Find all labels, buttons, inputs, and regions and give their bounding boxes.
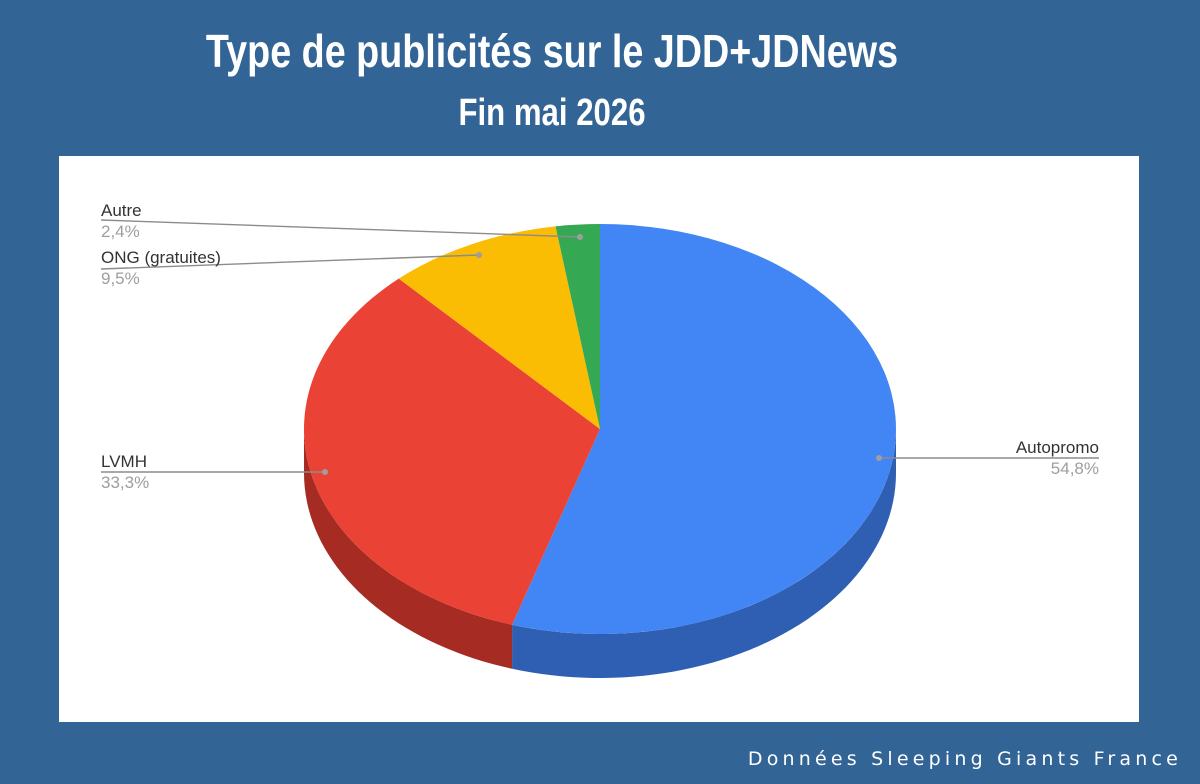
pie-slice-lvmh [303,278,600,625]
leader-dot-autre [577,234,583,240]
pie-slice-ong-gratuites [398,226,600,429]
slice-label-autopromo: Autopromo [1016,438,1099,457]
pie-slice-autre [555,224,600,429]
pie-slice-autopromo [512,224,896,634]
leader-dot-lvmh [322,469,328,475]
pie-side-autopromo [512,429,896,678]
slice-value-autre: 2,4% [101,222,140,241]
slice-label-lvmh: LVMH [101,452,147,471]
slice-value-ong-gratuites: 9,5% [101,269,140,288]
slice-value-autopromo: 54,8% [1051,459,1099,478]
pie-chart: Autopromo 54,8% LVMH 33,3% ONG (gratuites) 9,… [100,201,1099,678]
source-credit: Données Sleeping Giants France [747,748,1182,770]
chart-subtitle: Fin mai 2026 [458,92,646,134]
slice-value-lvmh: 33,3% [101,473,149,492]
leader-line-autre [100,219,581,238]
leader-line-ong-gratuites [100,254,480,270]
pie-side-lvmh [304,429,513,669]
chart-title: Type de publicités sur le JDD+JDNews [205,25,899,77]
leader-dot-ong-gratuites [476,252,482,258]
slice-label-ong-gratuites: ONG (gratuites) [101,248,221,267]
chart-panel: Autopromo 54,8% LVMH 33,3% ONG (gratuites) 9,… [59,156,1139,722]
leader-dot-autopromo [876,455,882,461]
slice-label-autre: Autre [101,201,142,220]
